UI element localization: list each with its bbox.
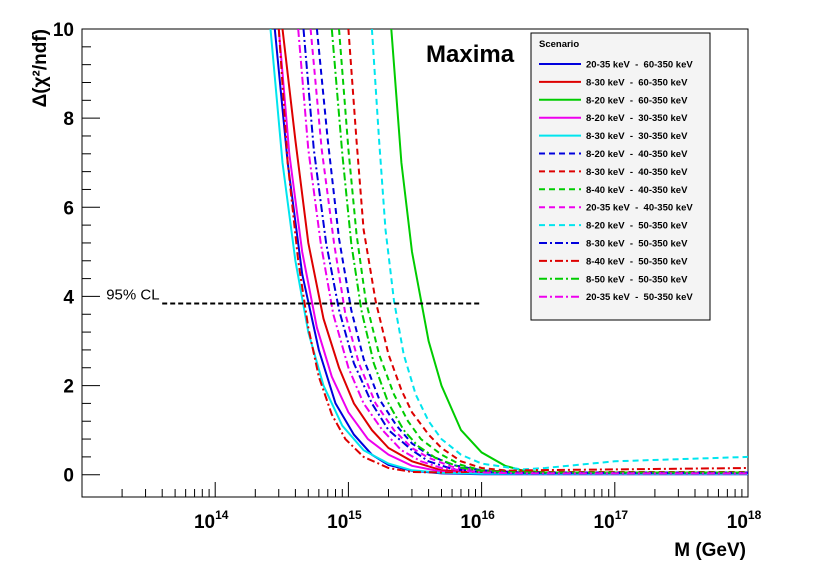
legend-label-14: 20-35 keV - 50-350 keV [586,292,693,303]
series-line-14 [297,29,748,475]
plot-title: Maxima [426,41,515,68]
y-axis-title: Δ(χ²/ndf) [30,29,51,107]
legend-label-11: 8-30 keV - 50-350 keV [586,239,688,250]
y-tick-label: 0 [63,466,74,487]
y-tick-label: 10 [53,20,74,41]
y-axis: 0 2 4 6 8 10 [53,20,100,487]
curves-group [269,29,748,476]
series-line-7 [347,29,748,473]
legend-label-5: 8-30 keV - 30-350 keV [586,131,688,142]
series-line-12 [277,29,748,474]
legend-box [530,32,711,321]
series-line-10 [370,29,748,471]
y-tick-label: 4 [63,287,74,308]
cl-group: 95% CL [106,287,482,305]
legend-label-3: 8-20 keV - 60-350 keV [586,95,688,106]
series-line-11 [302,29,748,474]
y-tick-label: 8 [63,109,74,130]
x-tick-label: 1016 [460,508,495,533]
x-tick-label: 1015 [327,508,362,533]
legend-label-4: 8-20 keV - 30-350 keV [586,113,688,124]
legend-label-10: 8-20 keV - 50-350 keV [586,221,688,232]
legend-label-9: 20-35 keV - 40-350 keV [586,203,693,214]
legend-label-7: 8-30 keV - 40-350 keV [586,167,688,178]
legend-label-12: 8-40 keV - 50-350 keV [586,256,688,267]
x-tick-label: 1014 [194,508,229,533]
legend-title: Scenario [539,39,579,50]
y-tick-label: 2 [63,377,74,398]
legend: Scenario 20-35 keV - 60-350 keV 8-30 keV … [530,32,711,321]
legend-label-13: 8-50 keV - 50-350 keV [586,274,688,285]
series-line-8 [338,29,748,474]
legend-label-8: 8-40 keV - 40-350 keV [586,185,688,196]
x-tick-label: 1018 [727,508,762,533]
y-tick-label: 6 [63,198,74,219]
x-axis-title: M (GeV) [674,540,746,561]
legend-label-1: 20-35 keV - 60-350 keV [586,60,693,71]
cl-label: 95% CL [106,287,159,304]
series-line-5 [269,29,748,475]
x-tick-label: 1017 [594,508,629,533]
legend-label-6: 8-20 keV - 40-350 keV [586,149,688,160]
legend-label-2: 8-30 keV - 60-350 keV [586,77,688,88]
